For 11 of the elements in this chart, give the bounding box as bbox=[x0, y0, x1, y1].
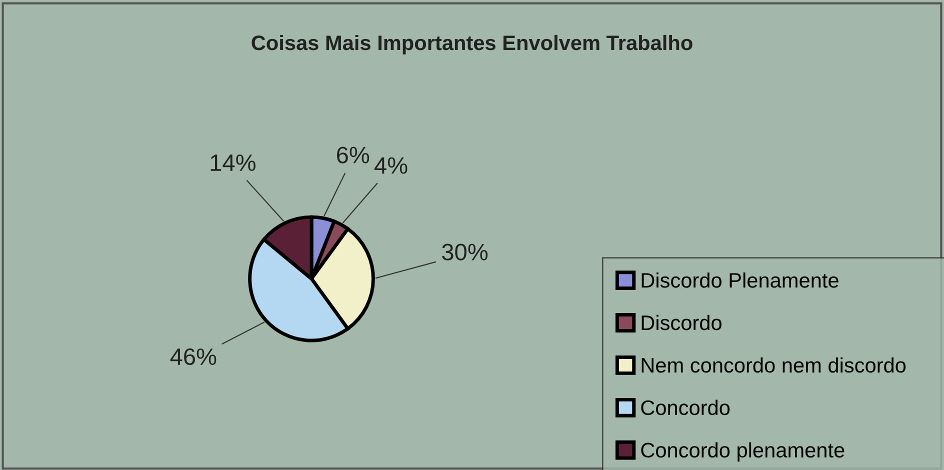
chart-title: Coisas Mais Importantes Envolvem Trabalho bbox=[252, 34, 692, 54]
legend-label: Discordo bbox=[642, 314, 722, 330]
legend-label: Concordo bbox=[641, 400, 730, 416]
data-label: 30% bbox=[442, 244, 488, 260]
data-label: 6% bbox=[337, 146, 370, 164]
legend-label: Nem concordo nem discordo bbox=[642, 357, 906, 373]
legend-label: Concordo plenamente bbox=[641, 442, 844, 462]
data-label: 4% bbox=[374, 157, 408, 174]
legend-label: Discordo Plenamente bbox=[642, 272, 838, 288]
data-label: 46% bbox=[170, 348, 216, 366]
data-label: 14% bbox=[210, 154, 256, 171]
